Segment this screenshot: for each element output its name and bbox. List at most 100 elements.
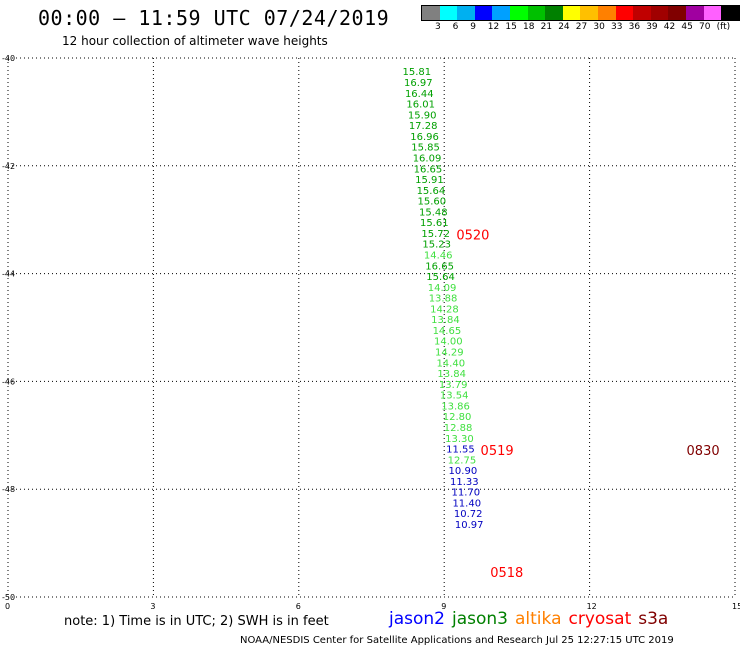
colorbar [421, 5, 740, 21]
wave-height-value: 16.09 [413, 153, 442, 164]
colorbar-swatch [685, 6, 704, 20]
colorbar-swatch [597, 6, 616, 20]
wave-height-value: 10.90 [449, 466, 478, 477]
colorbar-label: 6 [452, 22, 459, 32]
pass-time-label: 0518 [490, 566, 523, 581]
colorbar-label: 70 [699, 22, 711, 32]
lon-tick-label: 6 [296, 602, 301, 611]
colorbar-swatch [457, 6, 475, 20]
satellite-s3a: s3a [638, 609, 669, 629]
colorbar-label: 9 [470, 22, 476, 32]
wave-height-value: 16.65 [414, 164, 443, 175]
colorbar-label: 3 [435, 22, 441, 32]
wave-height-value: 15.91 [415, 175, 444, 186]
colorbar-label: 21 [540, 22, 553, 32]
wave-height-value: 15.85 [411, 143, 440, 154]
wave-height-value: 15.61 [420, 218, 449, 229]
lon-tick-label: 12 [587, 602, 597, 611]
wave-height-value: 17.28 [409, 121, 438, 132]
wave-height-value: 12.88 [444, 423, 473, 434]
lat-tick-label: -50 [2, 593, 15, 602]
wave-height-value: 14.46 [424, 251, 453, 262]
wave-height-value: 15.81 [403, 67, 432, 78]
colorbar-label: 30 [593, 22, 605, 32]
colorbar-swatch [422, 6, 440, 20]
colorbar-label: (ft) [716, 22, 731, 32]
wave-height-value: 16.44 [405, 89, 434, 100]
wave-height-value: 15.60 [418, 197, 447, 208]
satellite-cryosat: cryosat [568, 609, 632, 629]
colorbar-swatch [580, 6, 598, 20]
colorbar-swatch [703, 6, 722, 20]
colorbar-swatch [633, 6, 651, 20]
satellite-jason2: jason2 [389, 609, 445, 629]
colorbar-label: 45 [681, 22, 693, 32]
wave-height-value: 14.28 [430, 304, 459, 315]
colorbar-label: 12 [487, 22, 500, 32]
wave-height-value: 16.65 [425, 261, 454, 272]
colorbar-label: 39 [646, 22, 658, 32]
colorbar-swatch [562, 6, 581, 20]
credit-footer: NOAA/NESDIS Center for Satellite Applica… [240, 635, 674, 646]
colorbar-swatch [668, 6, 686, 20]
colorbar-label: 27 [575, 22, 588, 32]
chart-subtitle: 12 hour collection of altimeter wave hei… [62, 34, 328, 48]
wave-height-value: 13.79 [439, 380, 468, 391]
satellite-jason3: jason3 [452, 609, 508, 629]
lon-tick-label: 9 [441, 602, 446, 611]
wave-height-value: 11.40 [452, 498, 481, 509]
colorbar-swatch [721, 6, 739, 20]
colorbar-label: 15 [505, 22, 517, 32]
satellite-legend: jason2 jason3 altika cryosat s3a [389, 609, 675, 629]
satellite-altika: altika [515, 609, 562, 629]
colorbar-swatch [474, 6, 493, 20]
wave-height-value: 13.86 [441, 401, 470, 412]
lat-tick-label: -42 [2, 162, 15, 171]
wave-height-value: 14.09 [428, 283, 457, 294]
lat-tick-label: -40 [2, 54, 15, 63]
wave-height-value: 12.80 [443, 412, 472, 423]
note-text: note: 1) Time is in UTC; 2) SWH is in fe… [64, 614, 329, 629]
colorbar-swatch [509, 6, 528, 20]
wave-height-value: 15.64 [417, 186, 446, 197]
lon-tick-label: 0 [5, 602, 10, 611]
wave-height-value: 15.90 [408, 110, 437, 121]
colorbar-label: 33 [611, 22, 623, 32]
wave-height-value: 15.23 [422, 240, 451, 251]
lon-tick-label: 15 [732, 602, 740, 611]
colorbar-swatch [439, 6, 458, 20]
wave-height-value: 14.29 [435, 348, 464, 359]
lat-tick-label: -46 [2, 377, 15, 386]
colorbar-swatch [545, 6, 563, 20]
colorbar-label: 24 [558, 22, 570, 32]
wave-height-value: 13.88 [429, 294, 458, 305]
pass-time-label: 0830 [687, 444, 720, 459]
wave-height-value: 13.84 [431, 315, 460, 326]
lon-tick-label: 3 [150, 602, 155, 611]
wave-height-value: 16.96 [410, 132, 439, 143]
colorbar-swatch [650, 6, 669, 20]
colorbar-swatch [615, 6, 634, 20]
wave-height-value: 10.97 [455, 520, 484, 531]
colorbar-label: 36 [628, 22, 641, 32]
colorbar-label: 18 [523, 22, 535, 32]
wave-height-value: 14.40 [436, 358, 465, 369]
wave-height-value: 15.64 [426, 272, 455, 283]
wave-height-value: 10.72 [454, 509, 483, 520]
wave-height-value: 16.01 [406, 100, 435, 111]
wave-height-value: 13.30 [445, 434, 474, 445]
lat-tick-label: -48 [2, 485, 15, 494]
wave-height-value: 11.70 [451, 488, 480, 499]
wave-height-value: 15.48 [419, 207, 448, 218]
wave-height-value: 11.55 [446, 445, 475, 456]
pass-time-label: 0519 [481, 444, 514, 459]
lat-tick-label: -44 [2, 270, 15, 279]
colorbar-label: 42 [663, 22, 676, 32]
colorbar-swatch [492, 6, 510, 20]
wave-height-value: 15.72 [421, 229, 450, 240]
colorbar-swatch [527, 6, 546, 20]
chart-title: 00:00 – 11:59 UTC 07/24/2019 [38, 6, 390, 30]
pass-time-label: 0520 [456, 229, 489, 244]
wave-height-value: 14.00 [434, 337, 463, 348]
